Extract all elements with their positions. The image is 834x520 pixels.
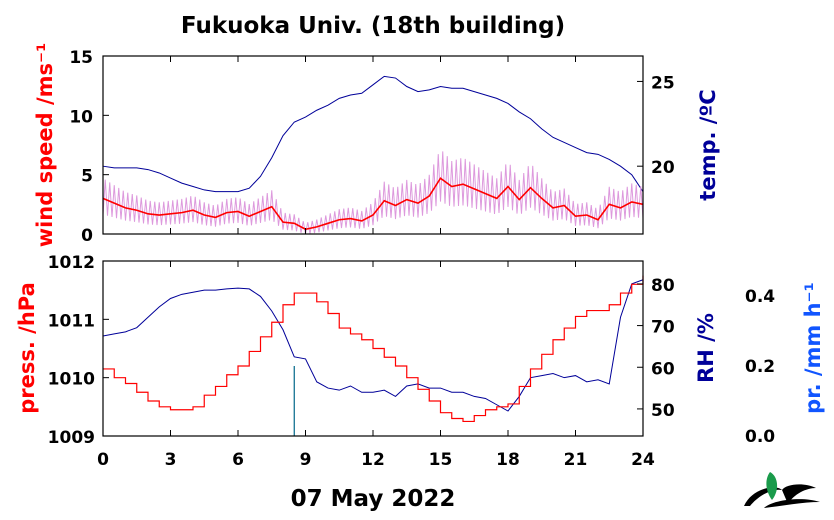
precipitation-axis-label: pr. /mm h⁻¹	[801, 282, 825, 414]
wind-temperature-ticks: 0 5 10 15 20 25	[69, 48, 675, 246]
pressure-y-tick-label: 1010	[48, 370, 95, 390]
wind-temperature-plot-frame	[102, 55, 644, 235]
wind-series-group	[102, 151, 644, 235]
precipitation-y-tick-label: 0.0	[745, 427, 775, 447]
humidity-line	[102, 279, 644, 412]
date-label: 07 May 2022	[291, 486, 456, 512]
x-tick-label: 21	[564, 450, 588, 470]
wind-raw-line	[102, 151, 644, 235]
x-tick-label: 15	[429, 450, 453, 470]
pressure-y-tick-label: 1009	[48, 428, 95, 448]
humidity-axis-label: RH /%	[694, 313, 718, 383]
temperature-line	[102, 75, 644, 193]
wind-y-tick-label: 15	[69, 48, 93, 68]
humidity-y-tick-label: 80	[651, 276, 675, 296]
temperature-y-tick-label: 25	[651, 73, 675, 93]
humidity-y-tick-label: 70	[651, 318, 675, 338]
humidity-series-group	[102, 279, 644, 412]
x-tick-label: 24	[631, 450, 655, 470]
pressure-humidity-panel: 0 3 6 9 12 15 18 21 24 1009 1010 1011 1012 50 60 70 80 0.…	[15, 253, 825, 470]
precipitation-y-tick-label: 0.4	[745, 287, 775, 307]
pressure-humidity-ticks: 0 3 6 9 12 15 18 21 24 1009 1010 1011 1012 50 60 70 80 0.…	[48, 253, 776, 470]
pressure-series-group	[103, 275, 644, 423]
wind-y-tick-label: 0	[81, 226, 93, 246]
chart-title: Fukuoka Univ. (18th building)	[181, 13, 565, 39]
wind-temperature-panel: 0 5 10 15 20 25 wind speed /ms⁻¹ temp. /ºC	[33, 43, 720, 248]
x-tick-label: 3	[165, 450, 177, 470]
institution-logo	[744, 472, 820, 508]
wind-axis-label: wind speed /ms⁻¹	[33, 43, 57, 248]
wind-speed-line	[102, 177, 644, 231]
temperature-axis-label: temp. /ºC	[696, 89, 720, 200]
humidity-y-tick-label: 60	[651, 359, 675, 379]
humidity-y-tick-label: 50	[651, 401, 675, 421]
wind-y-tick-label: 10	[69, 107, 93, 127]
temperature-y-tick-label: 20	[651, 158, 675, 178]
x-tick-label: 0	[97, 450, 109, 470]
x-tick-label: 12	[361, 450, 385, 470]
pressure-y-tick-label: 1012	[48, 253, 95, 273]
wind-y-tick-label: 5	[81, 167, 93, 187]
temperature-series-group	[102, 75, 644, 193]
pressure-axis-label: press. /hPa	[15, 282, 39, 414]
pressure-line	[103, 275, 644, 423]
precipitation-y-tick-label: 0.2	[745, 357, 775, 377]
x-tick-label: 6	[232, 450, 244, 470]
x-tick-label: 9	[300, 450, 312, 470]
pressure-y-tick-label: 1011	[48, 311, 95, 331]
x-tick-label: 18	[496, 450, 520, 470]
